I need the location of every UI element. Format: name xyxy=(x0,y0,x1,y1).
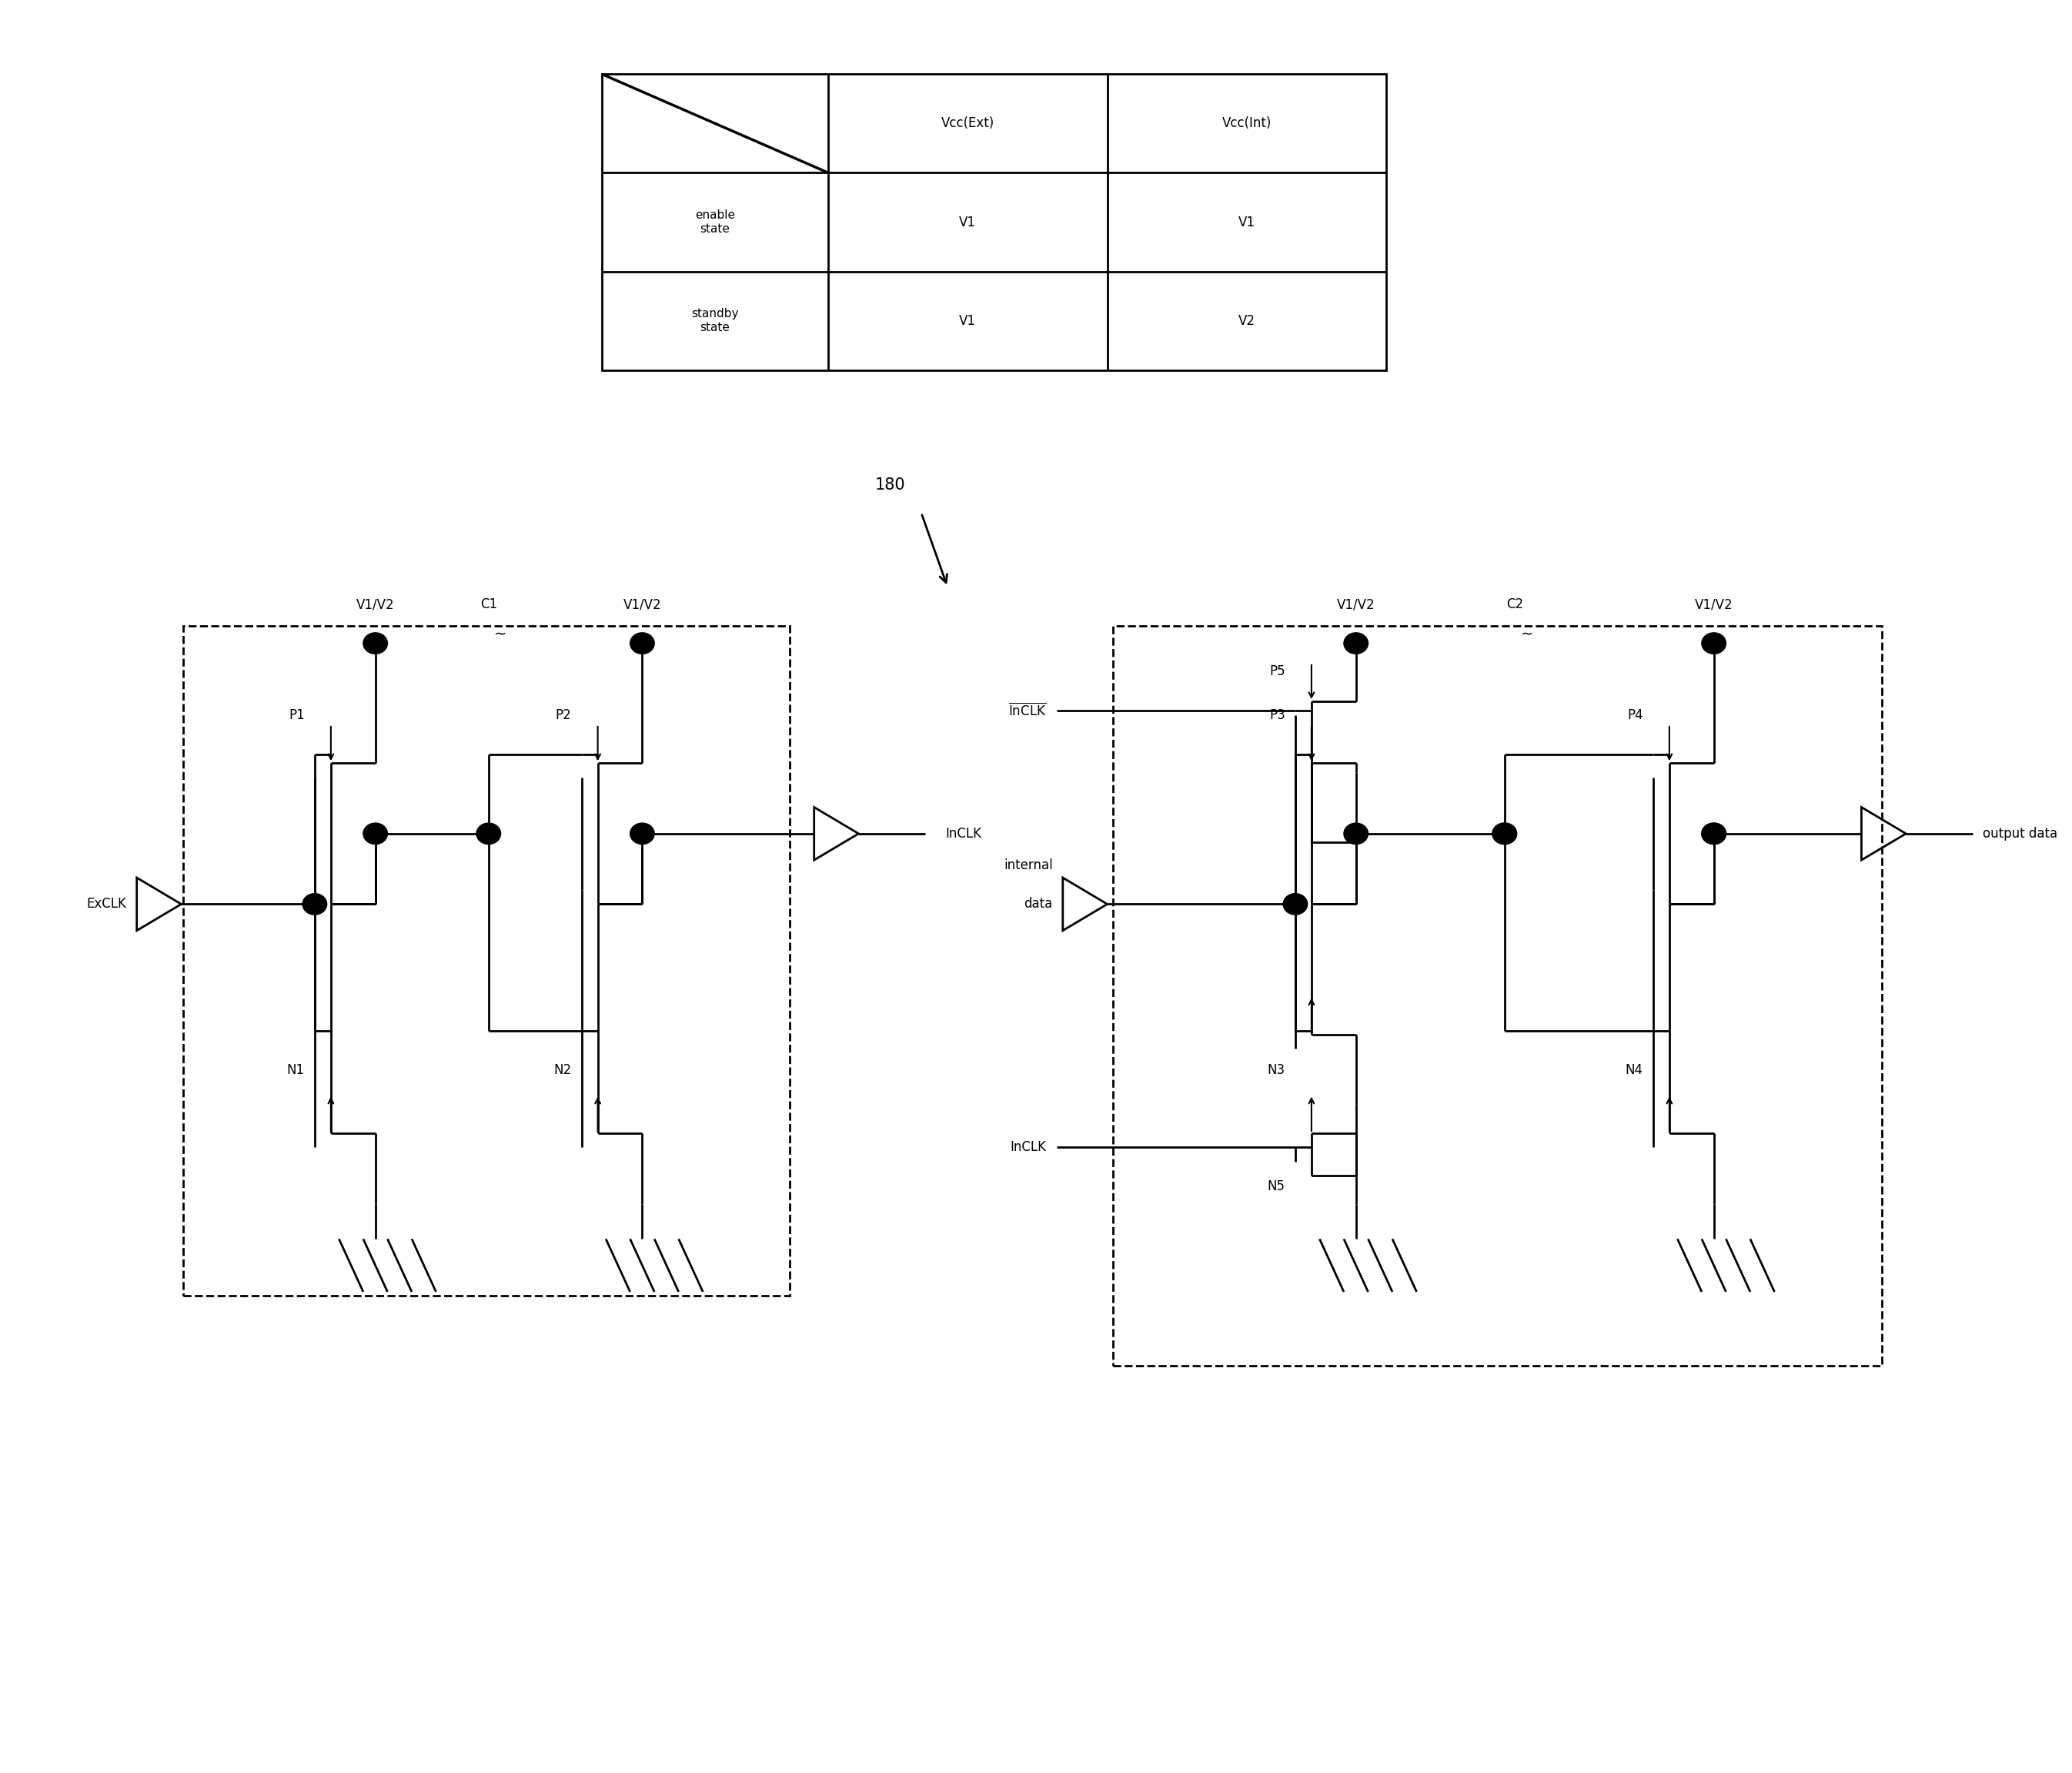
Circle shape xyxy=(1701,823,1726,844)
Text: P4: P4 xyxy=(1627,709,1643,722)
Text: V1: V1 xyxy=(1239,215,1256,229)
Text: V2: V2 xyxy=(1239,314,1256,328)
Text: N3: N3 xyxy=(1268,1062,1285,1076)
Text: V1: V1 xyxy=(959,215,976,229)
Text: V1/V2: V1/V2 xyxy=(1695,598,1732,612)
Circle shape xyxy=(630,633,655,654)
Text: C1: C1 xyxy=(481,598,497,612)
Circle shape xyxy=(1283,894,1307,915)
Circle shape xyxy=(1701,633,1726,654)
Bar xyxy=(1113,626,1881,1365)
Circle shape xyxy=(630,823,655,844)
Text: V1: V1 xyxy=(959,314,976,328)
Circle shape xyxy=(303,894,327,915)
Bar xyxy=(182,626,789,1296)
Text: ∼: ∼ xyxy=(495,628,508,642)
Circle shape xyxy=(1345,823,1368,844)
Text: N1: N1 xyxy=(286,1062,305,1076)
Circle shape xyxy=(1701,823,1726,844)
Text: enable
state: enable state xyxy=(694,209,736,234)
Circle shape xyxy=(477,823,501,844)
Text: P3: P3 xyxy=(1270,709,1285,722)
Text: Vcc(Int): Vcc(Int) xyxy=(1222,117,1272,131)
Text: ∼: ∼ xyxy=(1521,628,1533,642)
Text: V1/V2: V1/V2 xyxy=(1336,598,1376,612)
Text: $\overline{\mathrm{InCLK}}$: $\overline{\mathrm{InCLK}}$ xyxy=(1009,702,1046,718)
Text: P2: P2 xyxy=(555,709,572,722)
Text: N2: N2 xyxy=(553,1062,572,1076)
Circle shape xyxy=(1492,823,1517,844)
Text: V1/V2: V1/V2 xyxy=(356,598,394,612)
Text: P5: P5 xyxy=(1270,665,1285,679)
Text: V1/V2: V1/V2 xyxy=(624,598,661,612)
Circle shape xyxy=(363,823,387,844)
Text: C2: C2 xyxy=(1506,598,1523,612)
Text: ExCLK: ExCLK xyxy=(87,897,126,911)
Text: output data: output data xyxy=(1983,826,2057,840)
Text: internal: internal xyxy=(1003,858,1053,872)
Text: P1: P1 xyxy=(288,709,305,722)
Text: N5: N5 xyxy=(1268,1179,1285,1193)
Bar xyxy=(601,74,1386,371)
Circle shape xyxy=(1492,823,1517,844)
Text: data: data xyxy=(1024,897,1053,911)
Circle shape xyxy=(363,633,387,654)
Text: InCLK: InCLK xyxy=(1011,1140,1046,1154)
Text: N4: N4 xyxy=(1624,1062,1643,1076)
Text: InCLK: InCLK xyxy=(945,826,982,840)
Text: standby
state: standby state xyxy=(692,309,740,333)
Circle shape xyxy=(1345,633,1368,654)
Text: 180: 180 xyxy=(874,477,905,493)
Text: Vcc(Ext): Vcc(Ext) xyxy=(941,117,995,131)
